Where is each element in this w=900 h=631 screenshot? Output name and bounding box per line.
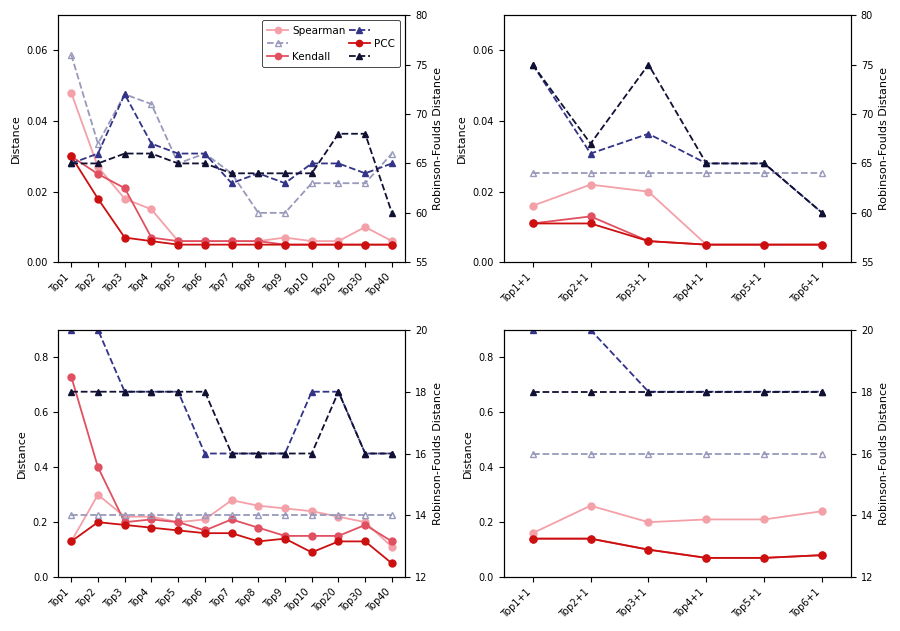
Y-axis label: Robinson-Foulds Distance: Robinson-Foulds Distance bbox=[878, 382, 889, 525]
Y-axis label: Robinson-Foulds Distance: Robinson-Foulds Distance bbox=[879, 68, 889, 210]
Y-axis label: Robinson-Foulds Distance: Robinson-Foulds Distance bbox=[433, 68, 443, 210]
Y-axis label: Distance: Distance bbox=[17, 429, 27, 478]
Y-axis label: Distance: Distance bbox=[464, 429, 473, 478]
Y-axis label: Robinson-Foulds Distance: Robinson-Foulds Distance bbox=[433, 382, 443, 525]
Y-axis label: Distance: Distance bbox=[11, 114, 21, 163]
Legend: Spearman, , Kendall, , PCC, : Spearman, , Kendall, , PCC, bbox=[262, 20, 400, 67]
Y-axis label: Distance: Distance bbox=[457, 114, 467, 163]
